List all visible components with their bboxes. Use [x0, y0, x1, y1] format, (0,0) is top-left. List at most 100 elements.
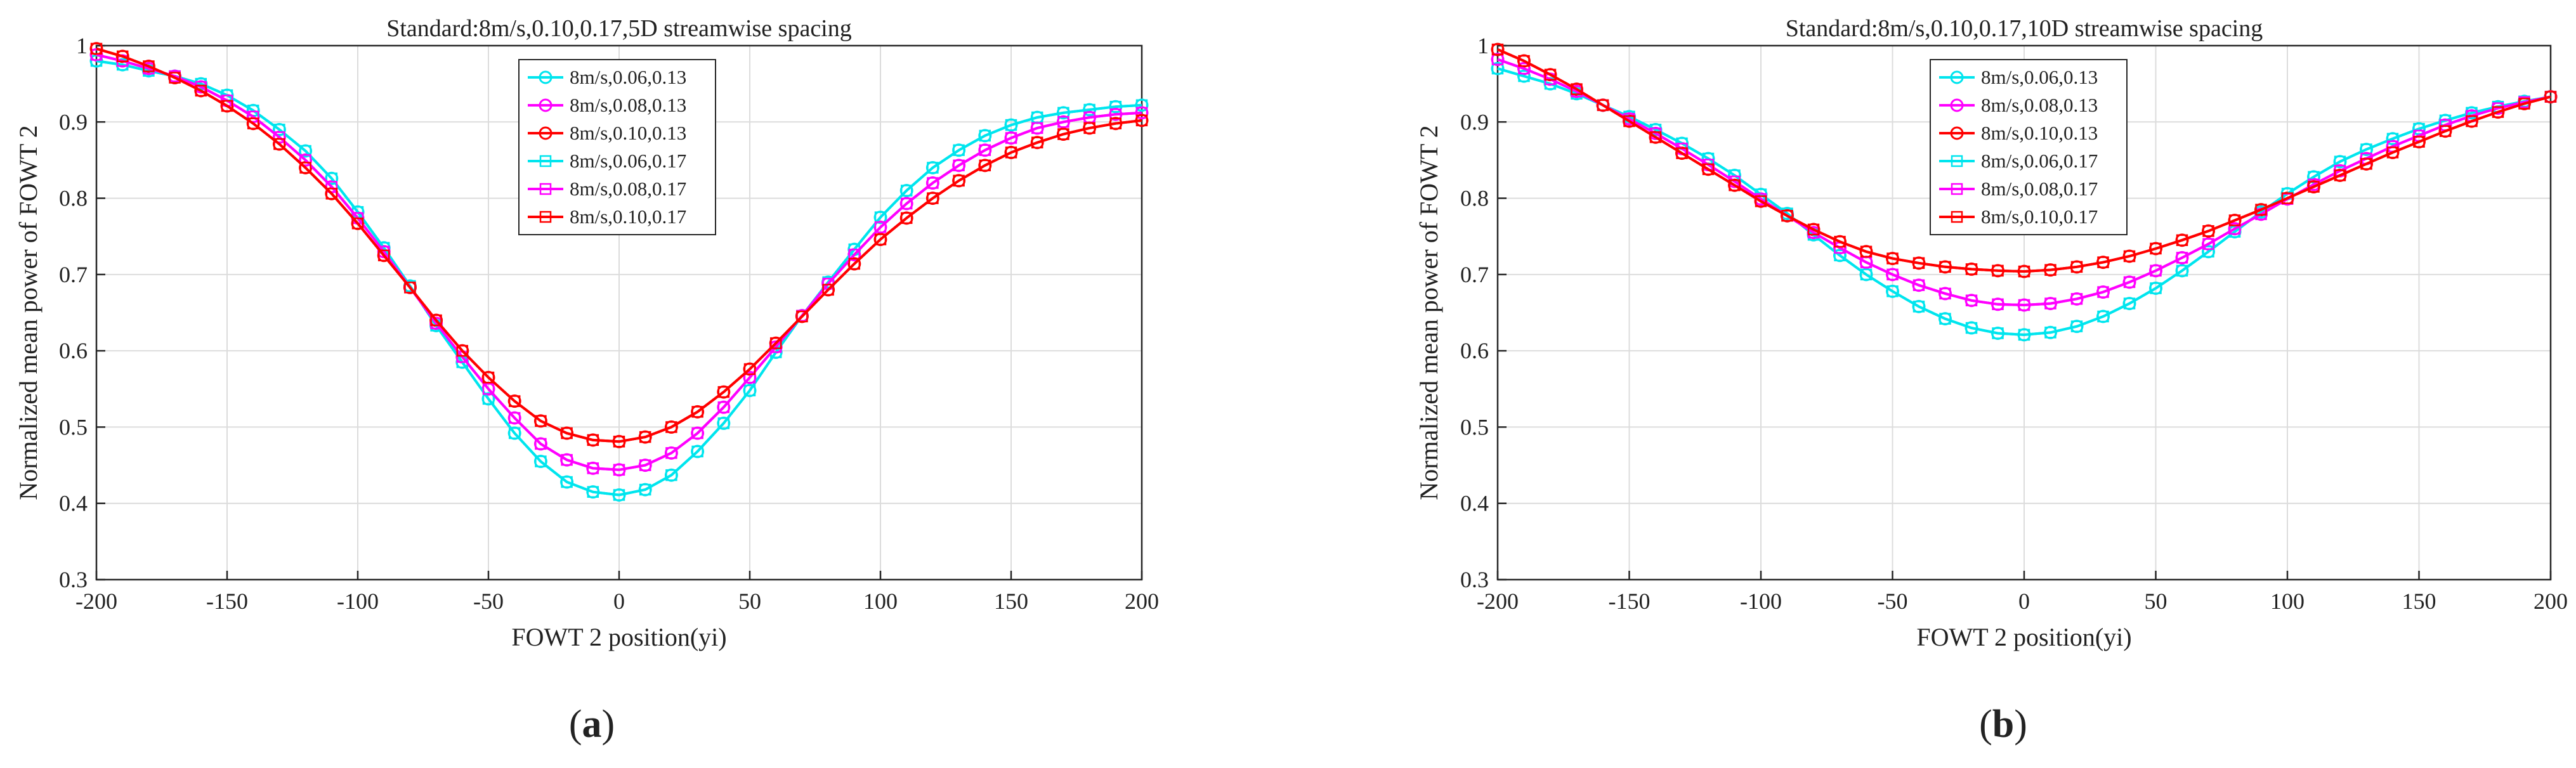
data-point [1491, 43, 1504, 56]
data-point [953, 174, 965, 187]
data-point [2360, 143, 2372, 155]
legend-marker [539, 70, 552, 84]
x-tick-label: 150 [2402, 589, 2436, 614]
data-point [2097, 310, 2109, 323]
data-point [2150, 282, 2162, 294]
data-point [325, 181, 338, 193]
data-point [1781, 209, 1793, 222]
data-point [639, 431, 651, 443]
data-point [508, 427, 521, 439]
data-point [1807, 223, 1820, 236]
x-tick-label: 0 [613, 589, 625, 614]
data-point [1109, 100, 1122, 113]
legend-marker [539, 155, 552, 167]
data-point [639, 483, 651, 496]
data-point [769, 337, 782, 349]
x-tick-label: -150 [206, 589, 248, 614]
data-point [1834, 249, 1846, 262]
data-point [482, 383, 495, 395]
data-point [900, 197, 913, 210]
data-point [2150, 264, 2162, 277]
data-point [691, 445, 703, 458]
data-point [535, 438, 547, 450]
data-point [743, 363, 756, 375]
legend-label: 8m/s,0.06,0.17 [570, 150, 686, 172]
x-tick-label: 150 [994, 589, 1028, 614]
x-tick-label: 200 [1125, 589, 1159, 614]
data-point [1912, 279, 1925, 291]
x-tick-label: 50 [738, 589, 761, 614]
data-point [2308, 181, 2320, 193]
data-point [979, 129, 991, 142]
x-tick-label: -150 [1609, 589, 1651, 614]
data-point [2281, 192, 2294, 204]
data-point [665, 421, 677, 433]
data-point [1571, 83, 1583, 95]
data-point [169, 72, 181, 84]
y-tick-label: 0.4 [59, 491, 88, 516]
y-tick-label: 0.6 [1460, 338, 1489, 363]
data-point [2360, 158, 2372, 170]
data-point [351, 218, 364, 230]
data-point [1939, 287, 1951, 300]
data-point [1597, 99, 1609, 112]
legend-marker [1950, 70, 1964, 84]
data-point [2097, 256, 2109, 268]
data-point [1057, 107, 1069, 119]
data-point [900, 212, 913, 225]
data-point [2202, 225, 2214, 237]
data-point [1886, 285, 1899, 297]
data-point [1083, 103, 1095, 116]
legend-box [1930, 59, 2128, 235]
data-point [2018, 265, 2030, 278]
y-tick-label: 0.8 [1460, 186, 1489, 211]
series-line-4 [1497, 67, 2551, 336]
data-point [456, 344, 469, 357]
series-line-4 [96, 60, 1142, 497]
data-point [927, 162, 939, 174]
data-point [979, 159, 991, 172]
series-line-5 [1497, 58, 2551, 307]
legend-label: 8m/s,0.08,0.13 [570, 94, 686, 116]
data-point [2097, 286, 2109, 298]
data-point [979, 144, 991, 157]
legend-label: 8m/s,0.06,0.17 [1981, 150, 2098, 172]
data-point [1031, 136, 1043, 149]
legend-marker [539, 211, 552, 223]
data-point [2386, 146, 2399, 159]
data-point [1992, 327, 2004, 339]
data-point [717, 401, 730, 413]
legend-b: 8m/s,0.06,0.13 8m/s,0.08,0.13 8m/s,0.10,0.… [1930, 59, 2128, 235]
data-point [1491, 62, 1504, 75]
data-point [639, 459, 651, 471]
legend-marker [1950, 98, 1964, 112]
legend-box [518, 59, 716, 235]
data-point [900, 185, 913, 197]
data-point [2228, 223, 2241, 235]
x-tick-label: 200 [2534, 589, 2568, 614]
legend-label: 8m/s,0.06,0.13 [570, 66, 686, 88]
data-point [613, 464, 625, 476]
data-point [2544, 91, 2557, 103]
data-point [2018, 329, 2030, 341]
data-point [1912, 301, 1925, 313]
data-point [2413, 136, 2425, 148]
data-point [743, 384, 756, 396]
data-point [325, 172, 338, 185]
data-point [247, 117, 259, 129]
data-point [1912, 257, 1925, 270]
ticks-b: -200 -150 -100 -50 0 50 100 150 200 0.3 0.4 0.5 0.6 0… [1460, 33, 2568, 614]
data-point [2255, 204, 2267, 216]
y-axis-label-b: Normalized mean power of FOWT 2 [1415, 125, 1443, 500]
data-point [1729, 179, 1741, 192]
data-point [2334, 155, 2346, 168]
data-point [299, 154, 311, 166]
data-point [1135, 107, 1148, 119]
data-point [273, 124, 285, 136]
y-tick-label: 1 [76, 33, 88, 58]
x-axis-label-b: FOWT 2 position(yi) [1916, 623, 2131, 651]
data-point [535, 415, 547, 427]
data-point [1834, 235, 1846, 248]
panel-caption-b: (b) [1979, 703, 2027, 746]
